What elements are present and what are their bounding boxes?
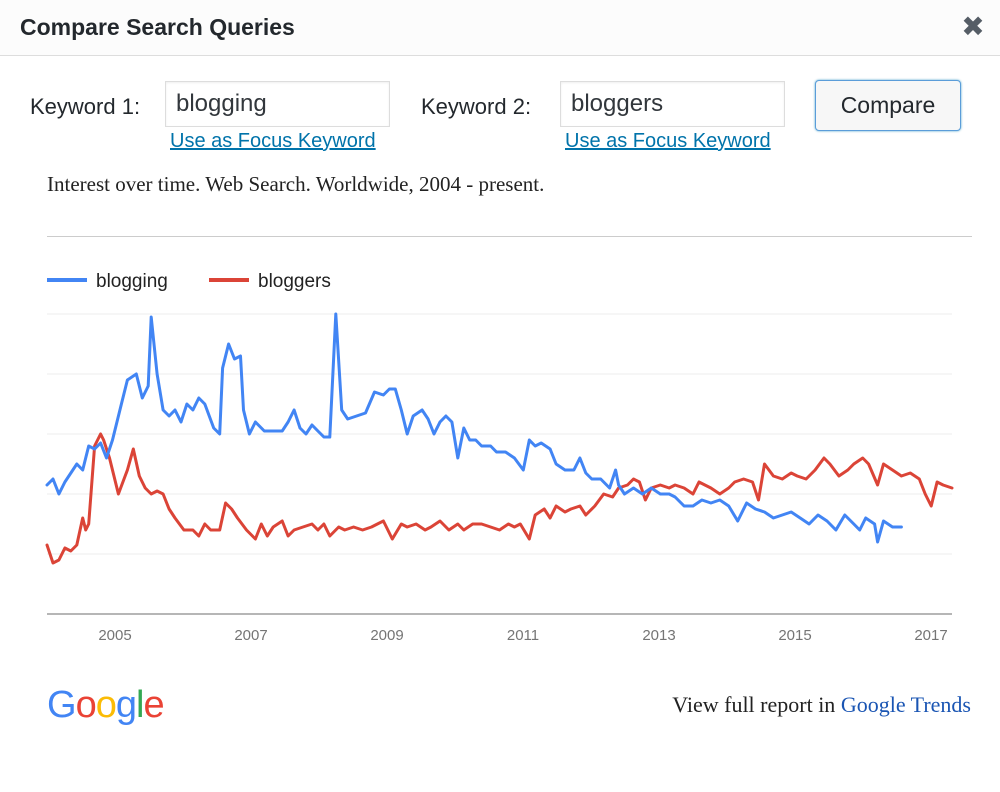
logo-letter: e [143, 684, 164, 726]
x-tick-label: 2007 [234, 627, 267, 644]
legend-item-bloggers: bloggers [209, 271, 331, 292]
footer-report-text: View full report in Google Trends [672, 692, 971, 718]
x-tick-label: 2009 [370, 627, 403, 644]
keyword2-focus-link[interactable]: Use as Focus Keyword [565, 130, 771, 152]
x-tick-label: 2013 [642, 627, 675, 644]
chart-legend: blogging bloggers [47, 271, 331, 292]
keyword2-input[interactable] [560, 81, 785, 127]
x-axis: 2005 2007 2009 2011 2013 2015 2017 [47, 613, 952, 644]
close-icon[interactable]: ✖ [961, 10, 985, 43]
logo-letter: G [47, 684, 77, 726]
keyword1-input[interactable] [165, 81, 390, 127]
logo-letter: g [115, 684, 137, 726]
divider [47, 236, 972, 237]
trends-chart: blogging bloggers 2005 2007 2009 2011 2013 201… [45, 271, 954, 644]
series-line-blogging [45, 312, 903, 544]
compare-button[interactable]: Compare [815, 80, 961, 131]
dialog-titlebar: Compare Search Queries ✖ [0, 0, 1000, 56]
keyword1-focus-link[interactable]: Use as Focus Keyword [170, 130, 376, 152]
legend-label: bloggers [258, 271, 331, 292]
google-trends-link[interactable]: Google Trends [840, 692, 971, 717]
series-line-bloggers [45, 432, 954, 565]
legend-item-blogging: blogging [47, 271, 168, 292]
view-report-label: View full report in [672, 692, 836, 717]
logo-letter: o [75, 684, 97, 726]
interest-description: Interest over time. Web Search. Worldwid… [47, 172, 545, 196]
x-tick-label: 2011 [507, 627, 539, 644]
chart-lines [45, 312, 954, 565]
keyword2-label: Keyword 2: [421, 94, 532, 119]
chart-grid [47, 313, 952, 555]
x-tick-label: 2017 [914, 627, 947, 644]
keyword1-label: Keyword 1: [30, 94, 141, 119]
legend-label: blogging [96, 271, 168, 292]
dialog-title: Compare Search Queries [20, 14, 295, 40]
x-tick-label: 2005 [98, 627, 131, 644]
google-logo: Google [47, 684, 165, 734]
logo-letter: o [95, 684, 117, 726]
x-tick-label: 2015 [778, 627, 811, 644]
logo-letter: l [135, 684, 145, 726]
